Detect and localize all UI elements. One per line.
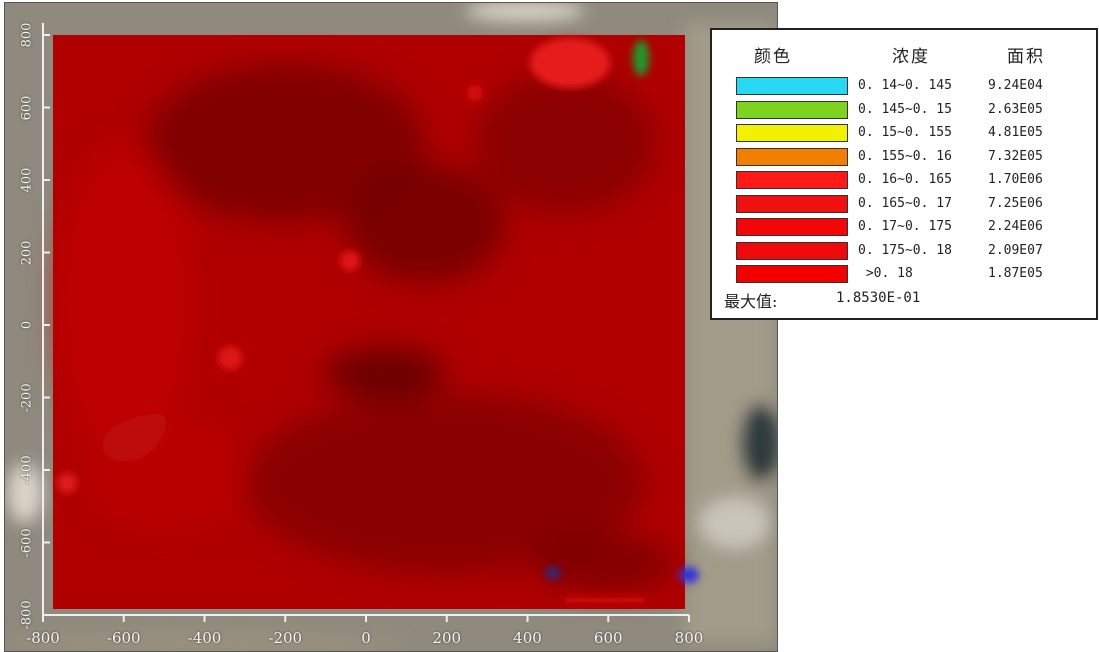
legend-swatch	[736, 124, 848, 142]
legend-range: 0. 16~0. 165	[858, 172, 952, 187]
legend-row: 0. 14~0. 145 9.24E04	[712, 76, 1096, 96]
legend-max-value: 1.8530E-01	[836, 290, 921, 306]
concentration-map[interactable]	[5, 3, 777, 651]
legend-range: 0. 15~0. 155	[858, 125, 952, 140]
y-tick-label: -400	[19, 455, 35, 485]
x-tick-label: 400	[513, 629, 542, 647]
legend-range: 0. 175~0. 18	[858, 242, 952, 258]
legend-swatch	[736, 194, 848, 213]
legend-area: 2.24E06	[988, 219, 1043, 234]
legend-row: >0. 18 1.87E05	[712, 264, 1096, 284]
legend-area: 9.24E04	[988, 78, 1043, 93]
y-tick-label: 200	[19, 240, 35, 265]
legend-swatch	[736, 171, 848, 189]
concentration-legend: 颜色 浓度 面积 0. 14~0. 145 9.24E04 0. 145~0. 15…	[710, 28, 1098, 320]
legend-range: >0. 18	[858, 266, 913, 281]
concentration-shading	[55, 63, 675, 593]
legend-row: 0. 15~0. 155 4.81E05	[712, 123, 1096, 143]
legend-row: 0. 165~0. 17 7.25E06	[712, 194, 1096, 214]
legend-area: 7.25E06	[988, 195, 1043, 211]
legend-row: 0. 145~0. 15 2.63E05	[712, 100, 1096, 120]
legend-max-label: 最大值:	[724, 292, 778, 311]
concentration-hotspots	[57, 38, 699, 603]
legend-area: 1.70E06	[988, 172, 1043, 187]
x-tick-label: 800	[674, 629, 704, 647]
legend-header-concentration: 浓度	[892, 47, 930, 67]
y-tick-label: -800	[19, 600, 35, 630]
legend-row: 0. 17~0. 175 2.24E06	[712, 217, 1096, 237]
legend-row: 0. 16~0. 165 1.70E06	[712, 170, 1096, 190]
y-tick-label: 400	[19, 167, 35, 193]
x-tick-label: 0	[361, 629, 371, 647]
legend-swatch	[736, 265, 848, 283]
map-frame[interactable]: -800 -600 -400 -200 0 200 400 600 800 800 600 400 2…	[4, 2, 778, 652]
legend-header-area: 面积	[1007, 47, 1045, 67]
legend-row: 0. 155~0. 16 7.32E05	[712, 147, 1096, 167]
legend-row: 0. 175~0. 18 2.09E07	[712, 241, 1096, 261]
y-tick-label: 0	[19, 320, 35, 330]
y-tick-label: 800	[19, 22, 35, 48]
x-tick-label: -600	[106, 629, 141, 647]
legend-range: 0. 145~0. 15	[858, 101, 952, 117]
axis-tick-marks	[42, 34, 690, 622]
legend-area: 4.81E05	[988, 125, 1043, 140]
y-tick-label: -200	[19, 382, 35, 413]
legend-range: 0. 14~0. 145	[858, 78, 952, 93]
legend-area: 7.32E05	[988, 148, 1043, 164]
legend-range: 0. 17~0. 175	[858, 219, 952, 234]
x-tick-label: -200	[268, 629, 303, 647]
legend-area: 2.09E07	[988, 242, 1043, 258]
legend-header-color: 颜色	[754, 47, 792, 67]
x-tick-label: -400	[187, 629, 222, 647]
y-tick-label: -600	[19, 527, 35, 558]
x-tick-label: 200	[432, 629, 462, 647]
y-tick-label: 600	[19, 95, 35, 120]
legend-range: 0. 155~0. 16	[858, 148, 952, 164]
legend-swatch	[736, 77, 848, 95]
x-tick-label: -800	[26, 629, 60, 647]
legend-swatch	[736, 241, 848, 260]
legend-swatch	[736, 218, 848, 236]
x-tick-label: 600	[593, 629, 623, 647]
legend-area: 2.63E05	[988, 101, 1043, 117]
legend-area: 1.87E05	[988, 266, 1043, 281]
legend-swatch	[736, 147, 848, 166]
legend-swatch	[736, 100, 848, 119]
legend-range: 0. 165~0. 17	[858, 195, 952, 211]
